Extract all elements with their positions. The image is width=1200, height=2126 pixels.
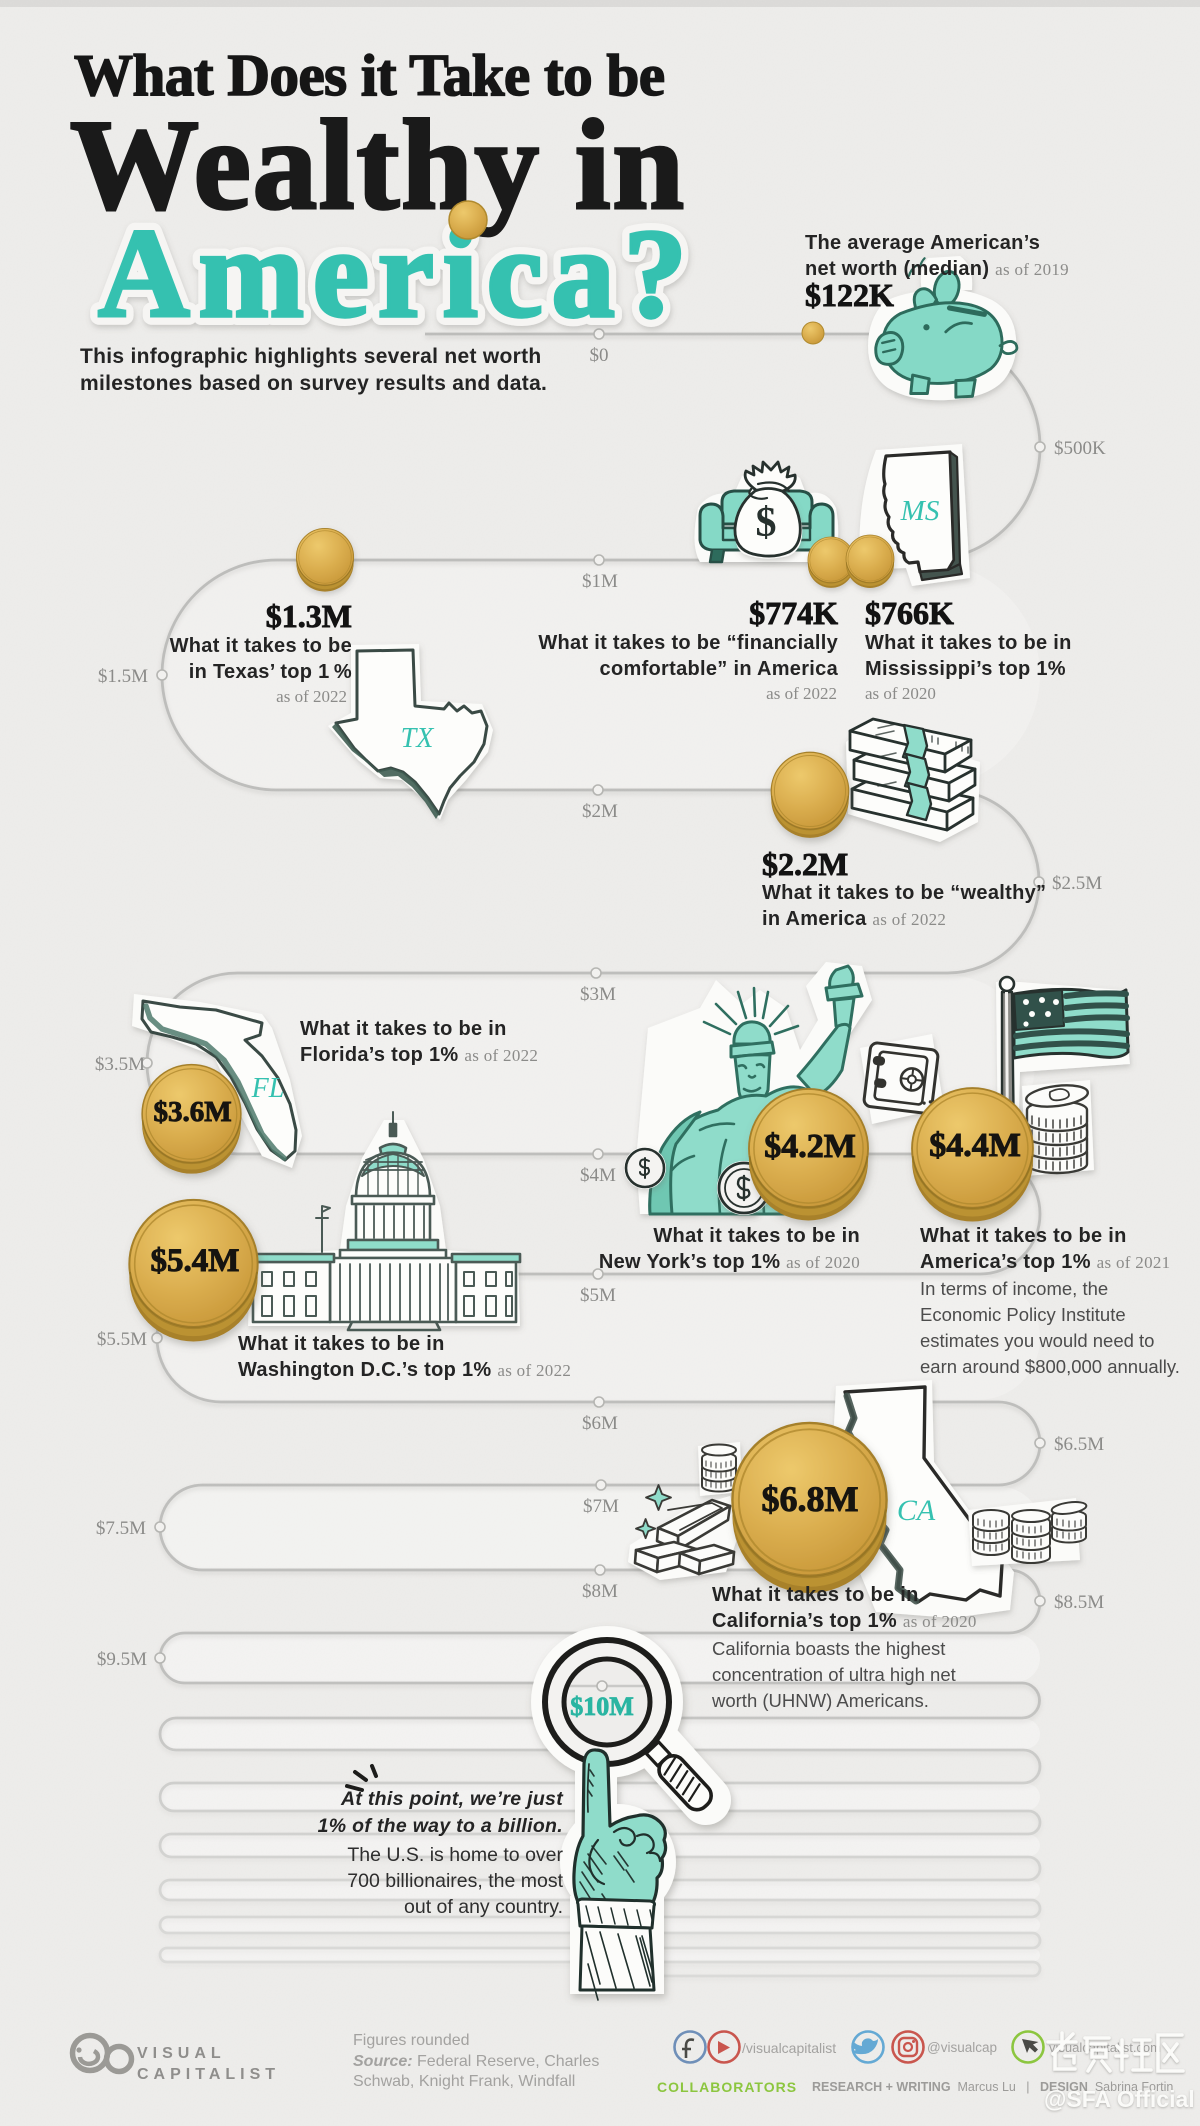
svg-text:MS: MS xyxy=(900,495,940,527)
svg-text:Wealthy in: Wealthy in xyxy=(70,93,684,236)
svg-text:What Does it Take to be: What Does it Take to be xyxy=(74,42,665,108)
svg-text:$: $ xyxy=(756,500,777,546)
svg-text:FL: FL xyxy=(251,1073,285,1104)
svg-text:America?: America? xyxy=(98,204,687,344)
svg-text:TX: TX xyxy=(401,723,435,754)
svg-text:CA: CA xyxy=(897,1494,936,1527)
